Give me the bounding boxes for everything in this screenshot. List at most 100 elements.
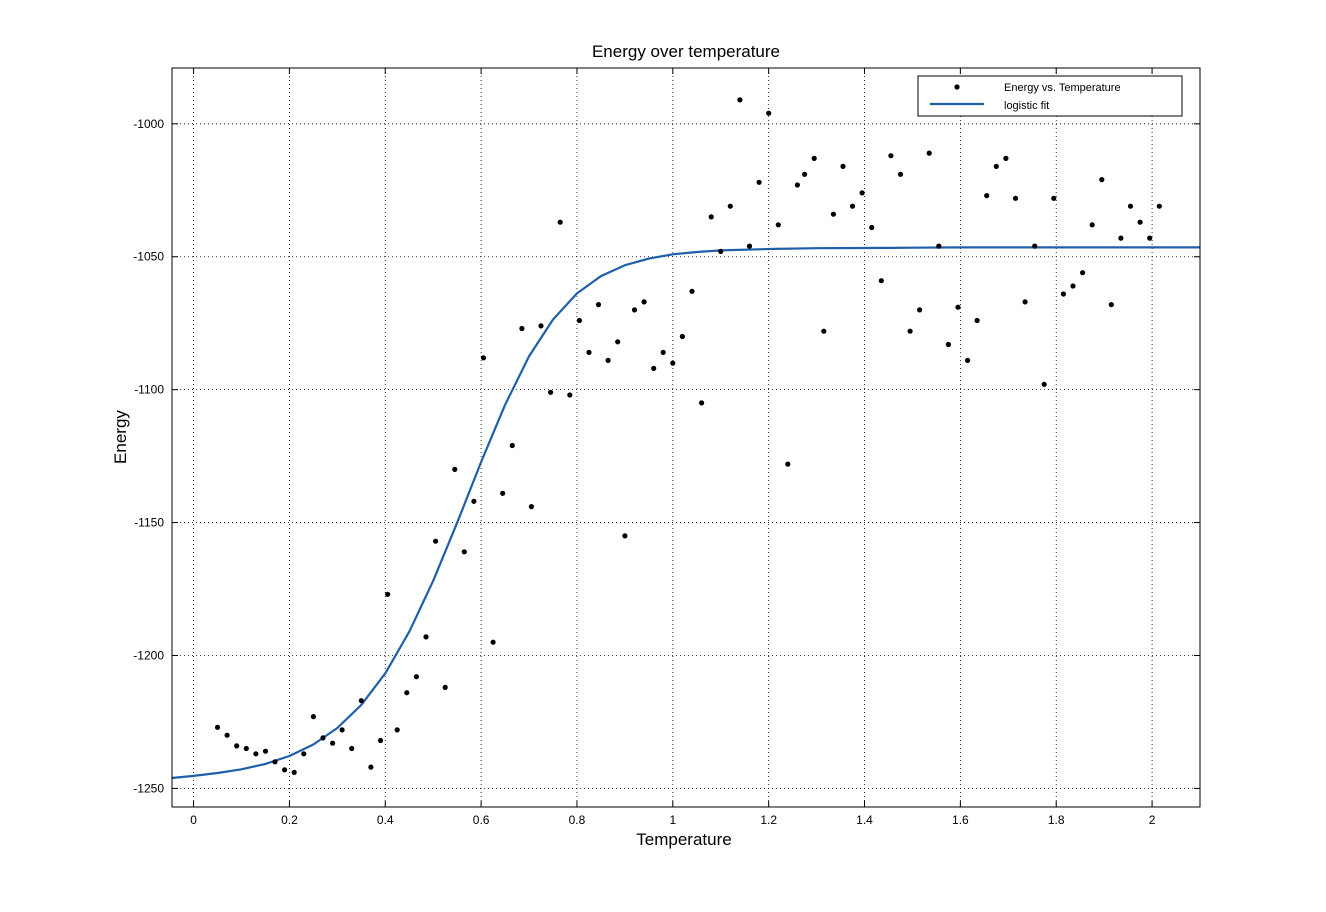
scatter-point [849, 203, 856, 209]
scatter-point [394, 727, 400, 733]
scatter-point [519, 325, 525, 332]
scatter-point [708, 214, 714, 220]
scatter-point [557, 219, 563, 225]
x-axis-label: Temperature [636, 830, 731, 849]
x-tick-label: 1.4 [856, 813, 873, 827]
chart-title: Energy over temperature [592, 42, 780, 61]
plot-area [172, 68, 1200, 807]
scatter-point [349, 745, 355, 752]
scatter-point [320, 735, 326, 741]
scatter-point [1127, 203, 1134, 209]
scatter-point [272, 759, 278, 765]
scatter-point [1137, 219, 1143, 225]
scatter-point [234, 743, 240, 749]
scatter-point [660, 349, 666, 355]
scatter-points-layer [214, 97, 1162, 776]
scatter-point [452, 466, 458, 472]
legend-scatter-marker [954, 84, 960, 90]
scatter-point [679, 333, 686, 340]
scatter-point [330, 740, 336, 746]
scatter-point [471, 498, 477, 504]
scatter-point [878, 278, 884, 284]
x-tick-label: 1.8 [1048, 813, 1065, 827]
scatter-point [490, 639, 496, 645]
scatter-point [1156, 203, 1162, 209]
scatter-point [794, 182, 801, 188]
scatter-point [945, 341, 952, 348]
grid-lines [172, 68, 1200, 807]
scatter-point [955, 304, 961, 310]
scatter-point [622, 533, 628, 539]
scatter-point [368, 764, 374, 770]
scatter-point [423, 634, 429, 640]
legend-label-scatter: Energy vs. Temperature [1004, 82, 1121, 94]
scatter-point [993, 163, 999, 169]
scatter-point [785, 461, 791, 467]
y-tick-label: -1000 [133, 117, 164, 131]
scatter-point [404, 690, 410, 696]
y-tick-label: -1200 [133, 648, 164, 662]
scatter-point [480, 355, 487, 361]
legend-box [917, 75, 1183, 117]
scatter-point [1147, 235, 1153, 241]
scatter-point [461, 549, 467, 555]
scatter-point [291, 769, 297, 776]
scatter-point [509, 442, 515, 449]
scatter-point [282, 767, 288, 773]
scatter-point [746, 243, 753, 249]
scatter-point [689, 288, 695, 294]
scatter-point [538, 323, 544, 329]
x-tick-label: 1.2 [760, 813, 777, 827]
scatter-point [1089, 222, 1095, 228]
scatter-point [737, 97, 743, 103]
scatter-point [358, 698, 364, 704]
scatter-point [965, 357, 971, 363]
logistic-fit-line [171, 246, 1200, 780]
scatter-point [243, 745, 249, 752]
scatter-point [377, 737, 384, 744]
scatter-point [1099, 177, 1105, 183]
scatter-point [840, 163, 846, 169]
scatter-point [936, 243, 942, 249]
x-tick-label: 2 [1149, 813, 1156, 827]
scatter-point [907, 328, 913, 334]
scatter-point [595, 302, 602, 308]
y-tick-label: -1250 [133, 781, 164, 795]
scatter-point [1060, 291, 1066, 297]
x-tick-label: 0.6 [473, 813, 490, 827]
scatter-point [775, 222, 781, 228]
scatter-point [1118, 235, 1124, 241]
scatter-point [830, 211, 837, 217]
scatter-point [869, 224, 875, 231]
scatter-point [718, 248, 724, 254]
x-tick-label: 0.2 [281, 813, 298, 827]
scatter-point [339, 727, 345, 733]
scatter-point [567, 392, 573, 398]
scatter-point [442, 684, 448, 691]
scatter-point [214, 724, 221, 730]
legend: Energy vs. Temperature logistic fit [917, 75, 1183, 117]
scatter-point [699, 400, 705, 406]
scatter-point [859, 190, 865, 196]
scatter-point [605, 357, 611, 363]
scatter-point [500, 490, 506, 496]
y-tick-label: -1100 [134, 383, 164, 397]
fit-line-layer [171, 246, 1200, 780]
scatter-point [1080, 270, 1086, 276]
scatter-point [984, 193, 990, 199]
scatter-point [528, 504, 535, 510]
y-axis-label: Energy [111, 410, 130, 464]
scatter-point [224, 732, 230, 738]
y-tick-label: -1050 [133, 250, 164, 264]
scatter-point [802, 171, 808, 177]
scatter-point [1108, 302, 1114, 308]
scatter-point [926, 150, 932, 156]
scatter-point [1022, 299, 1028, 305]
y-tick-label: -1150 [134, 516, 164, 530]
x-tick-label: 0.8 [569, 813, 586, 827]
scatter-point [651, 365, 657, 371]
scatter-point [1070, 283, 1076, 289]
scatter-point [974, 317, 980, 324]
scatter-point [433, 538, 439, 544]
